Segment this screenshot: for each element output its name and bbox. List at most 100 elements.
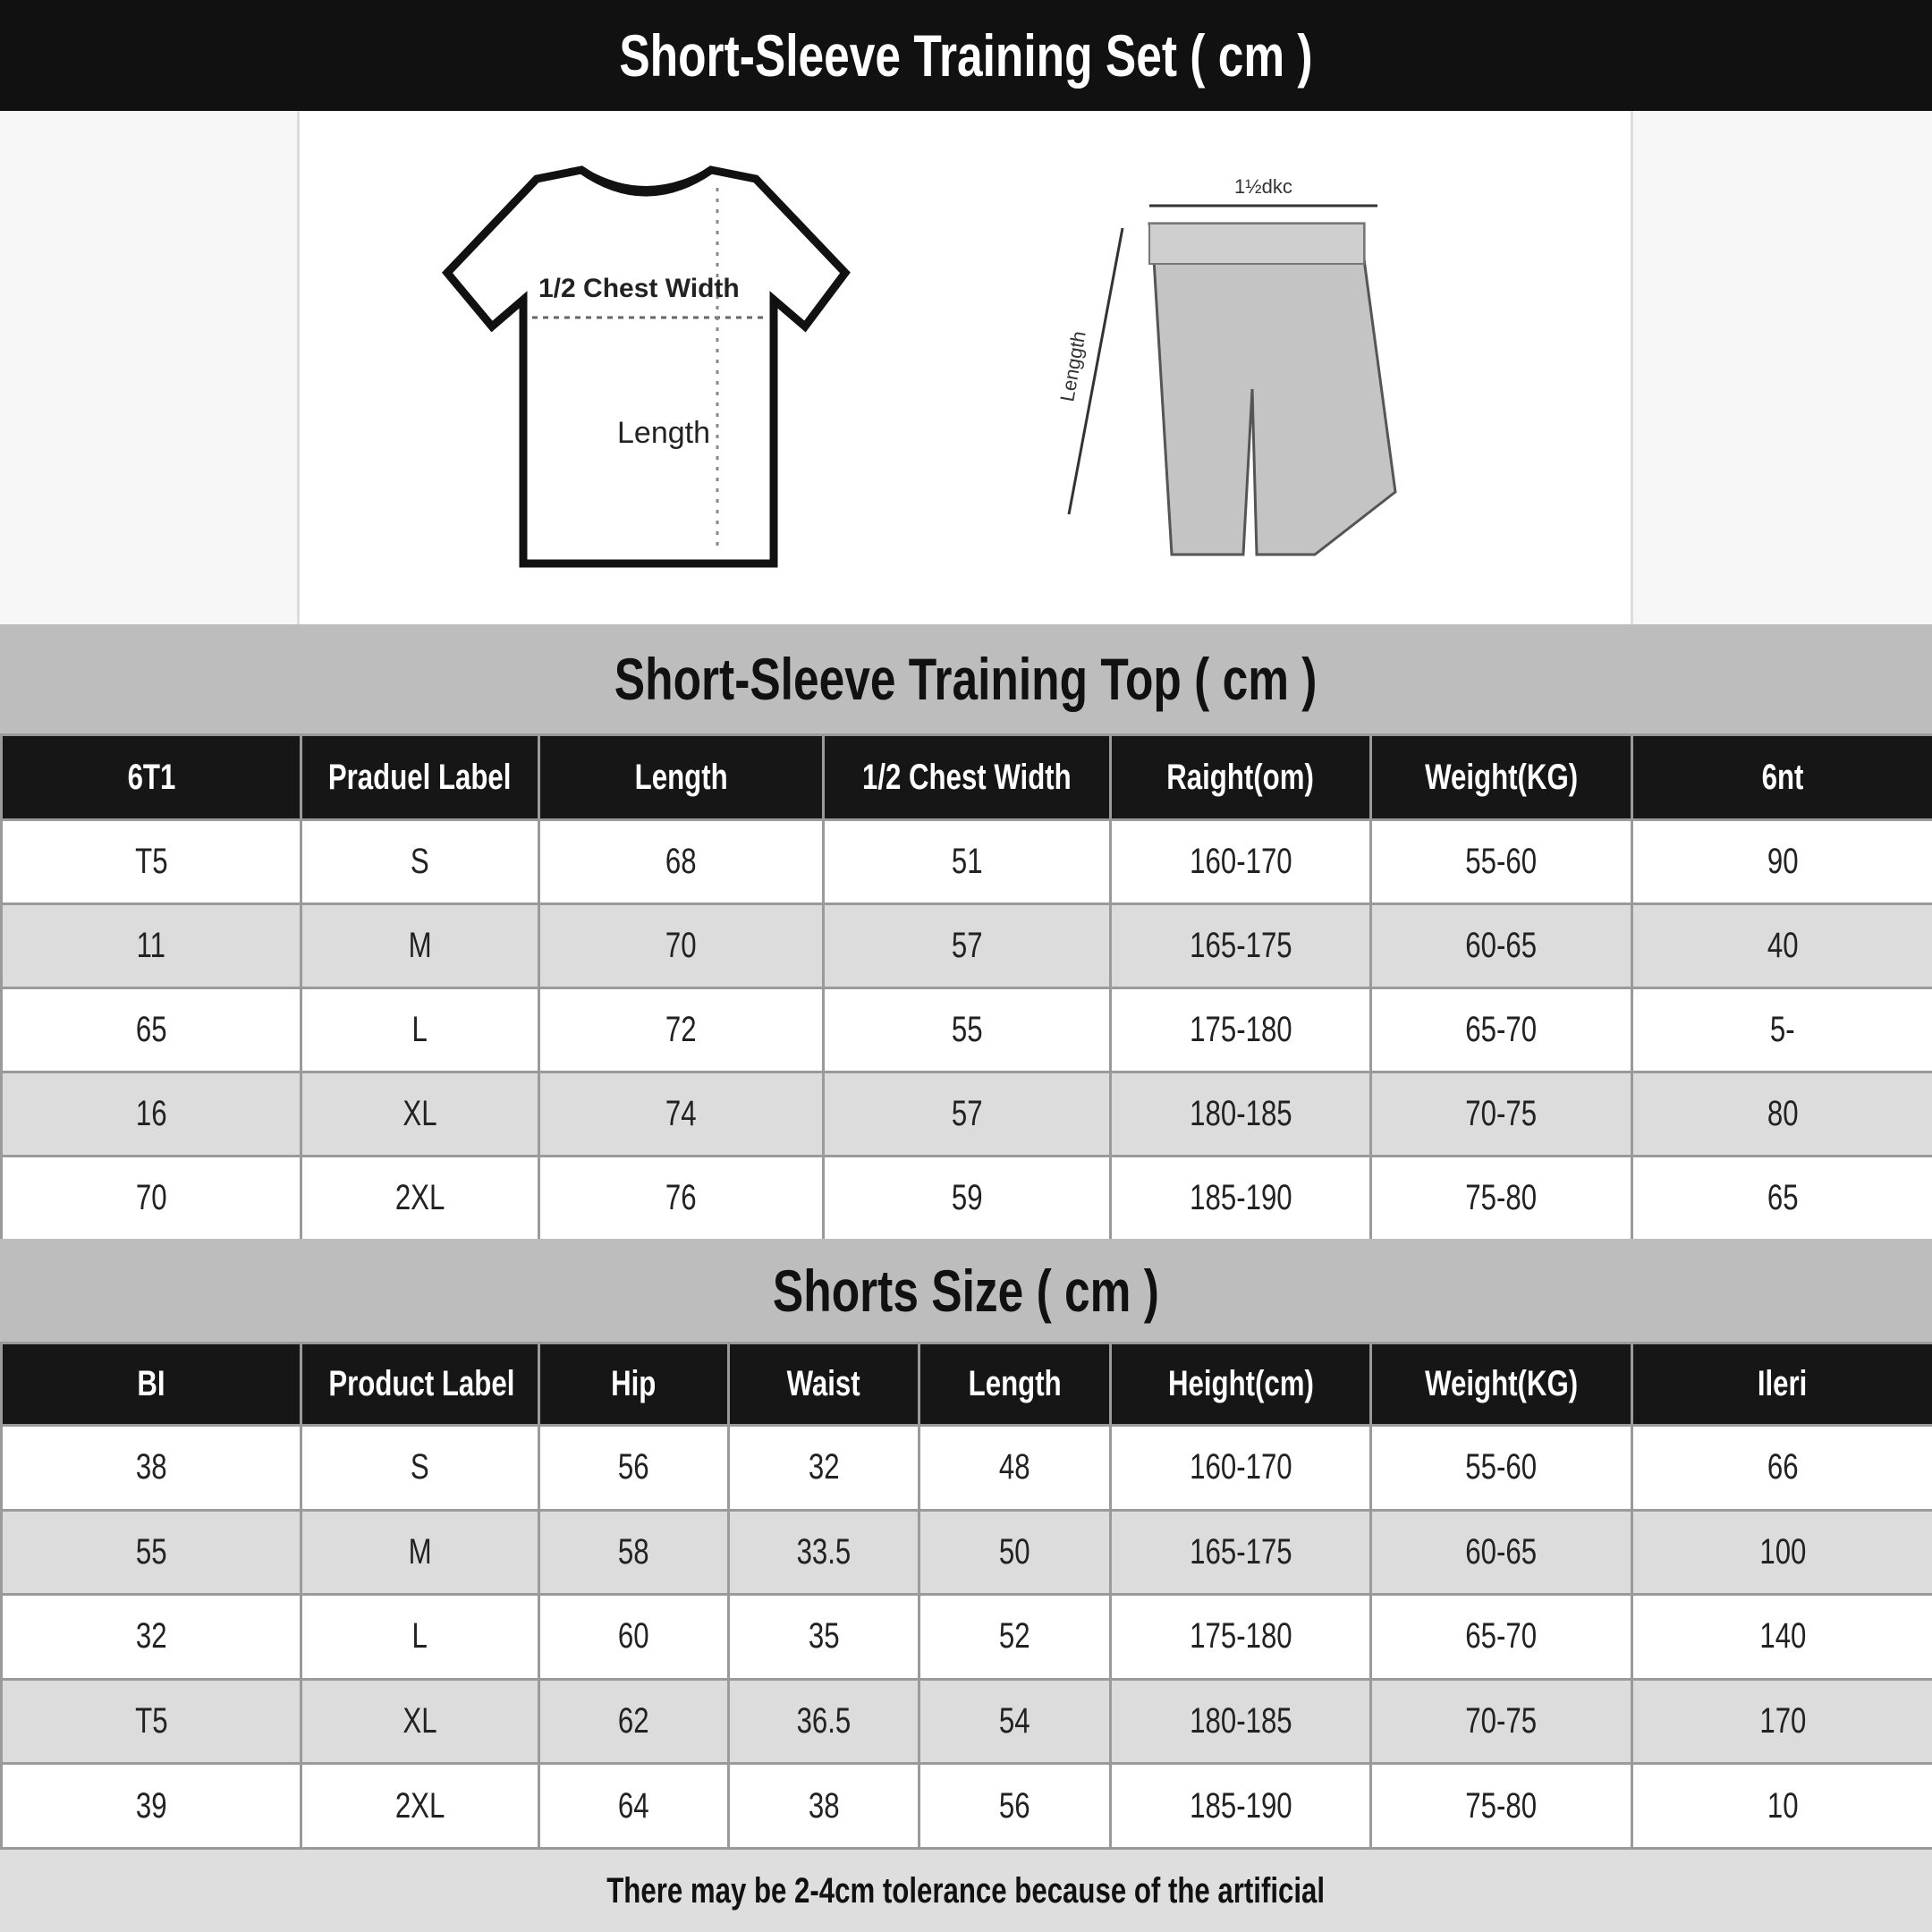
shorts-length-label: Lenggth (1055, 329, 1089, 403)
header-cell: Height(cm) (1109, 1342, 1372, 1427)
table-cell: 55 (0, 1508, 302, 1597)
header-cell: Length (918, 1342, 1112, 1427)
table-row: 11 M 70 57 165-175 60-65 40 (0, 902, 1932, 989)
table-cell: 74 (538, 1071, 825, 1157)
table-cell: 70 (0, 1155, 302, 1241)
table-cell: 70-75 (1369, 1071, 1633, 1157)
table-header-row: 6T1 Praduel Label Length 1/2 Chest Width… (0, 733, 1932, 821)
table-cell: M (300, 1508, 540, 1597)
table-cell: 56 (538, 1424, 730, 1512)
table-cell: 160-170 (1109, 818, 1372, 905)
table-cell: S (300, 1424, 540, 1512)
chest-width-label: 1/2 Chest Width (538, 274, 740, 303)
side-panel-right (1631, 111, 1932, 624)
table-cell: 40 (1631, 902, 1932, 989)
top-table-title-bar: Short-Sleeve Training Top ( cm ) (0, 624, 1932, 733)
shorts-diagram: 1½dkc Lenggth (1055, 175, 1397, 556)
table-cell: 185-190 (1109, 1155, 1372, 1241)
table-row: T5 XL 62 36.5 54 180-185 70-75 170 (0, 1677, 1932, 1766)
table-row: 70 2XL 76 59 185-190 75-80 65 (0, 1155, 1932, 1241)
table-cell: 170 (1631, 1677, 1932, 1766)
table-cell: 72 (538, 987, 825, 1073)
table-cell: S (300, 818, 540, 905)
table-cell: 75-80 (1369, 1155, 1633, 1241)
table-cell: 38 (0, 1424, 302, 1512)
footer-note: There may be 2-4cm tolerance because of … (606, 1870, 1326, 1911)
shorts-size-table: BI Product Label Hip Waist Length Height… (0, 1342, 1932, 1850)
table-cell: 60 (538, 1593, 730, 1681)
table-cell: 55-60 (1369, 818, 1633, 905)
table-cell: 75-80 (1369, 1762, 1633, 1850)
table-cell: 100 (1631, 1508, 1932, 1597)
table-cell: 185-190 (1109, 1762, 1372, 1850)
table-cell: L (300, 987, 540, 1073)
table-cell: 5- (1631, 987, 1932, 1073)
table-cell: 62 (538, 1677, 730, 1766)
table-cell: 36.5 (727, 1677, 920, 1766)
top-size-table: 6T1 Praduel Label Length 1/2 Chest Width… (0, 733, 1932, 1241)
side-panel-left (0, 111, 300, 624)
table-cell: 55-60 (1369, 1424, 1633, 1512)
table-row: 38 S 56 32 48 160-170 55-60 66 (0, 1424, 1932, 1512)
header-cell: Product Label (300, 1342, 540, 1427)
table-cell: 58 (538, 1508, 730, 1597)
tshirt-diagram: 1/2 Chest Width Length (441, 165, 851, 568)
table-cell: 54 (918, 1677, 1112, 1766)
table-cell: 57 (822, 1071, 1112, 1157)
table-cell: 160-170 (1109, 1424, 1372, 1512)
table-cell: 39 (0, 1762, 302, 1850)
table-header-row: BI Product Label Hip Waist Length Height… (0, 1342, 1932, 1427)
header-cell: BI (0, 1342, 302, 1427)
table-cell: 65 (1631, 1155, 1932, 1241)
set-title-bar: Short-Sleeve Training Set ( cm ) (0, 0, 1932, 111)
header-cell: Waist (727, 1342, 920, 1427)
table-cell: M (300, 902, 540, 989)
table-cell: 76 (538, 1155, 825, 1241)
shorts-table-title-bar: Shorts Size ( cm ) (0, 1239, 1932, 1342)
table-cell: 66 (1631, 1424, 1932, 1512)
header-cell: Length (538, 733, 825, 821)
table-cell: 48 (918, 1424, 1112, 1512)
top-table-title: Short-Sleeve Training Top ( cm ) (614, 646, 1318, 712)
table-row: 65 L 72 55 175-180 65-70 5- (0, 987, 1932, 1073)
header-cell: Weight(KG) (1369, 733, 1633, 821)
table-cell: 56 (918, 1762, 1112, 1850)
table-cell: 50 (918, 1508, 1112, 1597)
set-title: Short-Sleeve Training Set ( cm ) (619, 22, 1313, 89)
shirt-length-label: Length (617, 416, 710, 450)
table-cell: 165-175 (1109, 1508, 1372, 1597)
table-cell: 60-65 (1369, 1508, 1633, 1597)
table-cell: 140 (1631, 1593, 1932, 1681)
header-cell: 6nt (1631, 733, 1932, 821)
shorts-waist-label: 1½dkc (1234, 175, 1292, 198)
header-cell: Weight(KG) (1369, 1342, 1633, 1427)
table-cell: 38 (727, 1762, 920, 1850)
table-cell: 2XL (300, 1762, 540, 1850)
header-cell: Raight(om) (1109, 733, 1372, 821)
shorts-table-title: Shorts Size ( cm ) (773, 1257, 1159, 1324)
table-cell: 32 (0, 1593, 302, 1681)
table-cell: XL (300, 1677, 540, 1766)
table-cell: 65 (0, 987, 302, 1073)
table-cell: 64 (538, 1762, 730, 1850)
table-cell: 180-185 (1109, 1071, 1372, 1157)
table-cell: 60-65 (1369, 902, 1633, 989)
table-cell: 32 (727, 1424, 920, 1512)
table-cell: 180-185 (1109, 1677, 1372, 1766)
table-cell: 59 (822, 1155, 1112, 1241)
table-row: T5 S 68 51 160-170 55-60 90 (0, 818, 1932, 905)
table-cell: 65-70 (1369, 1593, 1633, 1681)
table-cell: 57 (822, 902, 1112, 989)
table-cell: 175-180 (1109, 1593, 1372, 1681)
header-cell: 1/2 Chest Width (822, 733, 1112, 821)
table-cell: 52 (918, 1593, 1112, 1681)
table-cell: 51 (822, 818, 1112, 905)
table-cell: 16 (0, 1071, 302, 1157)
table-cell: 35 (727, 1593, 920, 1681)
table-cell: 2XL (300, 1155, 540, 1241)
table-cell: 11 (0, 902, 302, 989)
header-cell: Hip (538, 1342, 730, 1427)
table-cell: 65-70 (1369, 987, 1633, 1073)
table-row: 32 L 60 35 52 175-180 65-70 140 (0, 1593, 1932, 1681)
table-cell: T5 (0, 1677, 302, 1766)
